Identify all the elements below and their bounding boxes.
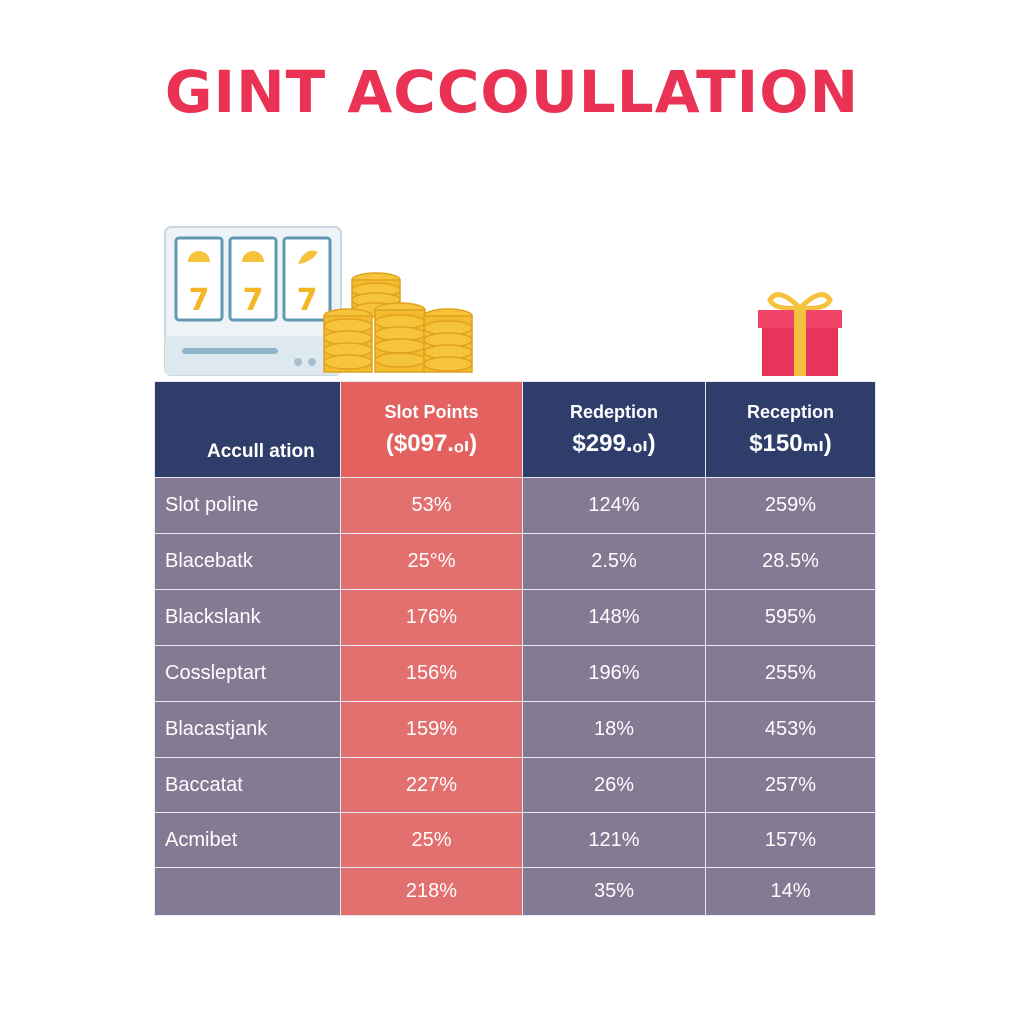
coin-stack-icon [323,272,473,373]
table-cell: 196% [522,645,706,702]
table-cell: 156% [340,645,523,702]
table-row: Blackslank 176% 148% 595% [154,589,876,646]
table-cell: 53% [340,477,523,534]
header-redeption: Redeption $299.ₒₗ) [522,381,706,478]
table-header-row: Accull ation Slot Points ($097.ₒₗ) Redep… [154,381,876,478]
table-cell: 159% [340,701,523,758]
table-cell: 176% [340,589,523,646]
table-cell: 157% [705,812,876,868]
row-label: Blacebatk [154,533,341,590]
table-cell: 25% [340,812,523,868]
svg-text:7: 7 [297,283,318,318]
table-cell: 2.5% [522,533,706,590]
header-label: Redeption [570,401,658,422]
row-label [154,867,341,916]
table-cell: 148% [522,589,706,646]
row-label: Slot poline [154,477,341,534]
table-cell: 218% [340,867,523,916]
accumulation-table: Accull ation Slot Points ($097.ₒₗ) Redep… [154,381,876,916]
table-cell: 255% [705,645,876,702]
svg-text:7: 7 [243,283,264,318]
page-title: GINT ACCOULLATION [164,58,860,126]
table-row: Baccatat 227% 26% 257% [154,757,876,813]
header-accumulation: Accull ation [154,381,341,478]
header-reception: Reception $150ₘₗ) [705,381,876,478]
row-label: Baccatat [154,757,341,813]
gift-box-icon [758,292,842,376]
table-cell: 595% [705,589,876,646]
slot-machine-icon: 7 7 7 [164,226,342,376]
row-label: Cossleptart [154,645,341,702]
row-label: Blacastjank [154,701,341,758]
table-row: 218% 35% 14% [154,867,876,916]
table-cell: 35% [522,867,706,916]
table-row: Blacebatk 25°% 2.5% 28.5% [154,533,876,590]
table-cell: 121% [522,812,706,868]
table-cell: 25°% [340,533,523,590]
table-row: Blacastjank 159% 18% 453% [154,701,876,758]
header-slot-points: Slot Points ($097.ₒₗ) [340,381,523,478]
header-amount: $150ₘₗ) [749,429,832,457]
table-cell: 14% [705,867,876,916]
header-amount: ($097.ₒₗ) [385,429,478,457]
table-cell: 453% [705,701,876,758]
table-cell: 18% [522,701,706,758]
svg-text:7: 7 [189,283,210,318]
row-label: Acmibet [154,812,341,868]
table-cell: 257% [705,757,876,813]
header-amount: $299.ₒₗ) [572,429,656,457]
header-label: Slot Points [384,401,479,422]
table-cell: 26% [522,757,706,813]
table-row: Slot poline 53% 124% 259% [154,477,876,534]
table-row: Cossleptart 156% 196% 255% [154,645,876,702]
table-cell: 227% [340,757,523,813]
table-row: Acmibet 25% 121% 157% [154,812,876,868]
row-label: Blackslank [154,589,341,646]
header-label: Reception [746,401,834,422]
table-cell: 124% [522,477,706,534]
header-label: Accull ation [207,441,315,462]
table-cell: 259% [705,477,876,534]
table-cell: 28.5% [705,533,876,590]
